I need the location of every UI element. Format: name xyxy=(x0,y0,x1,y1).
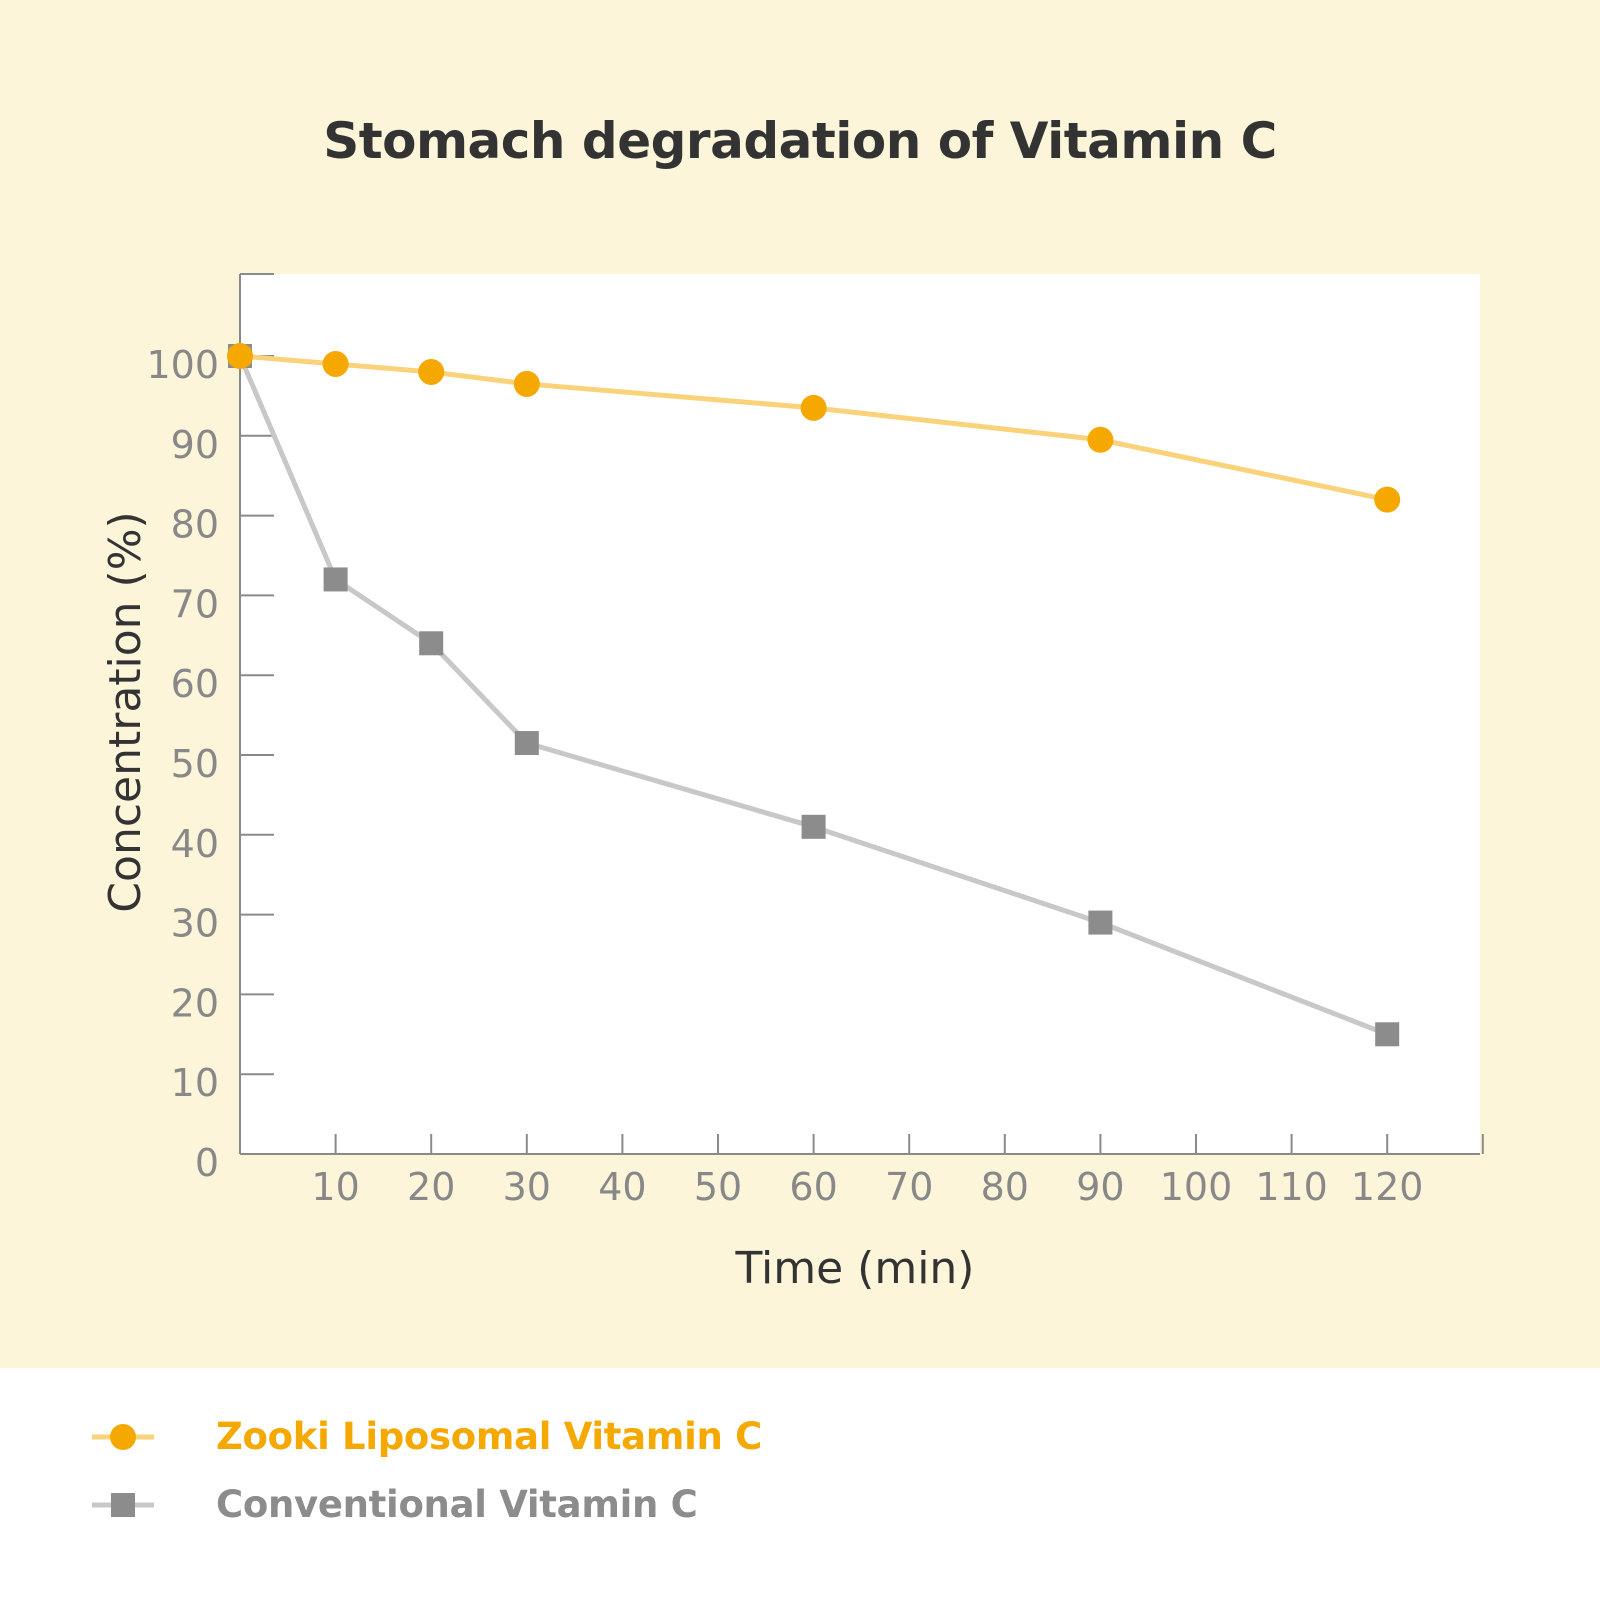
y-axis-ticks: 0 10 20 30 40 50 60 70 80 90 100 xyxy=(146,273,274,1185)
circle-marker-icon xyxy=(92,1424,154,1450)
y-tick-label-60: 60 xyxy=(171,662,219,706)
x-tick-label-100: 100 xyxy=(1160,1165,1233,1209)
x-tick-label-30: 30 xyxy=(503,1165,551,1209)
data-point xyxy=(418,358,445,385)
x-tick-label-60: 60 xyxy=(789,1165,837,1209)
x-tick-label-120: 120 xyxy=(1351,1165,1424,1209)
chart-title: Stomach degradation of Vitamin C xyxy=(323,112,1277,170)
x-axis-label: Time (min) xyxy=(735,1243,975,1294)
series-layer xyxy=(227,343,1401,1047)
data-point xyxy=(227,343,253,369)
data-point xyxy=(800,394,827,421)
data-point xyxy=(1374,486,1401,513)
data-point xyxy=(1087,426,1114,453)
y-tick-label-100: 100 xyxy=(146,343,219,387)
y-tick-label-30: 30 xyxy=(171,902,219,946)
data-point xyxy=(1375,1022,1400,1047)
x-tick-label-90: 90 xyxy=(1076,1165,1124,1209)
y-tick-label-70: 70 xyxy=(171,582,219,626)
data-point xyxy=(514,731,539,756)
x-axis-ticks: 10 20 30 40 50 60 70 80 90 100 110 120 xyxy=(311,1134,1484,1209)
x-tick-label-110: 110 xyxy=(1255,1165,1328,1209)
legend-item-zooki[interactable]: Zooki Liposomal Vitamin C xyxy=(92,1415,792,1475)
x-tick-label-70: 70 xyxy=(885,1165,933,1209)
y-tick-label-10: 10 xyxy=(171,1061,219,1105)
legend-label: Zooki Liposomal Vitamin C xyxy=(216,1415,762,1458)
data-point xyxy=(323,567,348,592)
x-tick-label-10: 10 xyxy=(311,1165,359,1209)
data-point xyxy=(322,350,349,377)
data-point xyxy=(513,370,540,397)
y-tick-label-90: 90 xyxy=(171,423,219,467)
x-tick-label-80: 80 xyxy=(981,1165,1029,1209)
line-chart: 0 10 20 30 40 50 60 70 80 90 100 10 20 30 40 50 60 70 80 9… xyxy=(100,273,1484,1294)
y-tick-label-20: 20 xyxy=(171,981,219,1025)
data-point xyxy=(419,631,444,656)
legend-label: Conventional Vitamin C xyxy=(216,1483,698,1526)
square-marker-icon xyxy=(92,1493,154,1517)
y-tick-label-80: 80 xyxy=(171,503,219,547)
y-tick-label-0: 0 xyxy=(195,1141,219,1185)
legend-item-conventional[interactable]: Conventional Vitamin C xyxy=(92,1483,792,1543)
series-zooki xyxy=(227,343,1401,513)
data-point xyxy=(1088,910,1113,935)
y-tick-label-40: 40 xyxy=(171,822,219,866)
data-point xyxy=(801,814,826,839)
y-tick-label-50: 50 xyxy=(171,742,219,786)
x-tick-label-50: 50 xyxy=(694,1165,742,1209)
x-tick-label-20: 20 xyxy=(407,1165,455,1209)
y-axis-label: Concentration (%) xyxy=(100,511,151,912)
x-tick-label-40: 40 xyxy=(598,1165,646,1209)
plot-area xyxy=(240,274,1480,1154)
